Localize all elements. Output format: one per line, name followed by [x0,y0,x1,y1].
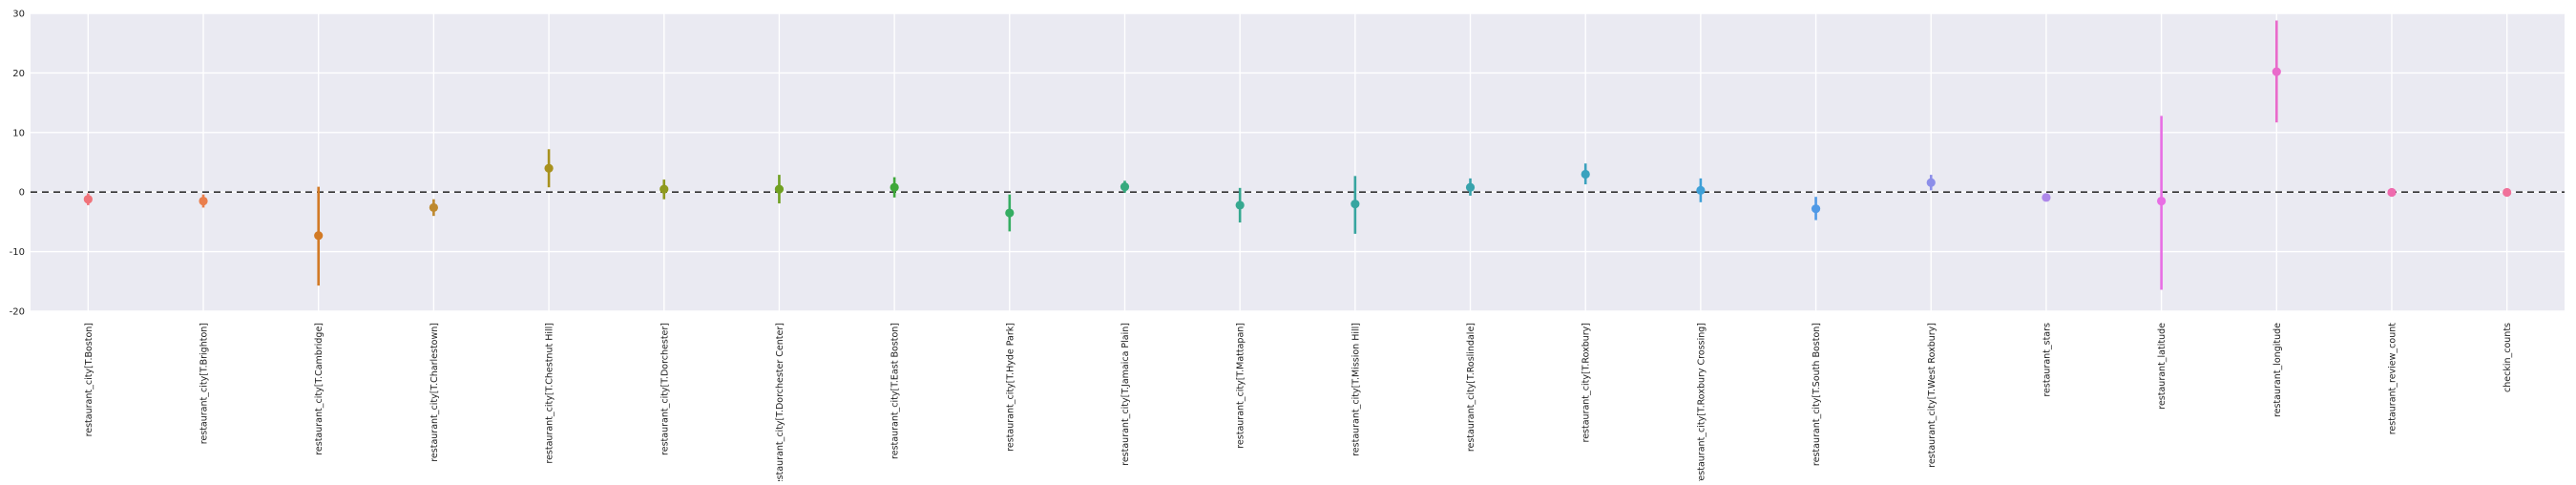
x-tick-label: restaurant_city[T.Roxbury Crossing] [1696,323,1707,481]
estimate-point [429,202,438,213]
estimate-point [774,184,785,194]
estimate-point [2157,196,2167,206]
x-tick-label: restaurant_latitude [2157,323,2168,410]
y-tick-label: 10 [12,128,25,138]
x-tick-label: restaurant_city[T.West Roxbury] [1927,323,1937,468]
estimate-point [1120,181,1130,192]
x-tick-label: restaurant_city[T.Cambridge] [314,323,325,455]
y-tick-label: 30 [12,10,25,20]
estimate-point [1465,182,1476,192]
x-tick-label: restaurant_longitude [2272,323,2283,417]
estimate-point [660,184,669,194]
x-tick-label: restaurant_review_count [2387,323,2398,435]
estimate-point [1351,200,1360,209]
estimate-point [544,163,554,173]
estimate-point [83,195,93,204]
estimate-point [1005,208,1015,218]
x-tick-label: restaurant_city[T.South Boston] [1812,323,1822,466]
y-tick-label: -20 [10,307,25,318]
x-tick-label: restaurant_city[T.Hyde Park] [1005,323,1016,452]
estimate-point [1581,169,1590,179]
x-tick-label: restaurant_city[T.Charlestown] [429,323,440,462]
estimate-point [2272,67,2281,76]
y-tick-label: 0 [19,188,25,199]
x-tick-label: restaurant_city[T.Roslindale] [1466,323,1476,452]
x-tick-label: restaurant_city[T.Dorchester Center] [775,323,785,481]
estimate-point [2387,187,2397,198]
estimate-point [1926,178,1936,187]
estimate-point [1696,185,1706,195]
y-axis-ticks: -20 -10 0 10 20 30 [10,10,25,318]
estimate-point [2042,193,2051,202]
x-tick-label: restaurant_city[T.Mattapan] [1236,323,1246,449]
y-tick-label: 20 [12,69,25,79]
x-tick-label: restaurant_city[T.Roxbury] [1581,323,1592,443]
estimate-point [314,231,324,241]
x-tick-label: restaurant_city[T.Jamaica Plain] [1120,323,1131,466]
x-tick-label: restaurant_city[T.Dorchester] [660,323,670,455]
estimate-point [1811,204,1821,214]
x-axis-ticks: restaurant_city[T.Boston] restaurant_city… [84,323,2513,485]
data-marks [83,20,2512,290]
x-tick-label: restaurant_stars [2042,323,2052,397]
x-tick-label: restaurant_city[T.Brighton] [199,323,210,444]
plot-background [31,13,2565,311]
x-tick-label: restaurant_city[T.Boston] [84,323,94,436]
estimate-point [890,182,899,192]
estimate-point [1235,200,1245,210]
x-tick-label: restaurant_city[T.Mission Hill] [1351,323,1361,456]
estimate-point [199,196,208,206]
x-tick-label: checkin_counts [2503,323,2513,392]
x-tick-label: restaurant_city[T.East Boston] [890,323,901,459]
x-tick-label: restaurant_city[T.Chestnut Hill] [545,323,555,464]
estimate-point [2503,187,2512,198]
y-tick-label: -10 [10,247,25,258]
